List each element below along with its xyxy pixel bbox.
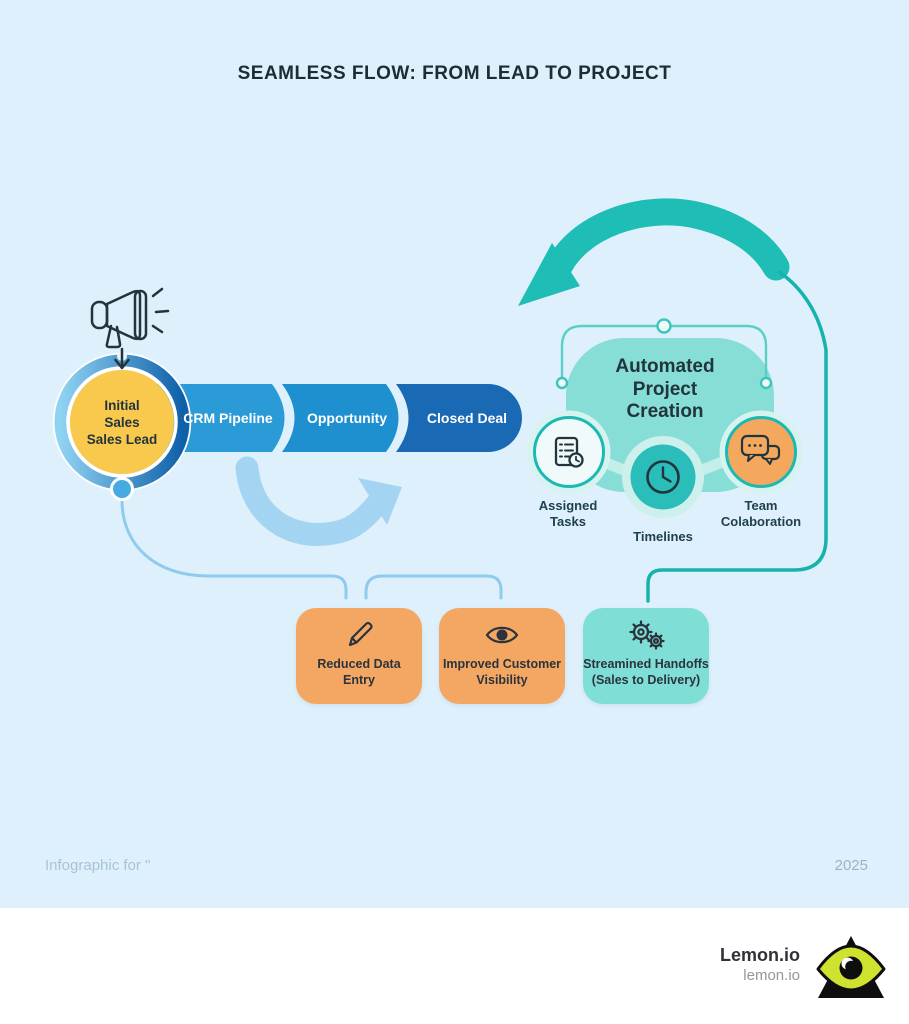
- footer-caption: Infographic for ": [45, 857, 151, 874]
- lead-label-line: Initial: [104, 398, 140, 413]
- benefit-line: Entry: [343, 672, 375, 687]
- clock-icon: [646, 460, 680, 494]
- footer-year: 2025: [834, 857, 868, 874]
- benefit-line: Improved Customer: [442, 657, 562, 671]
- node-dot: [656, 318, 672, 334]
- megaphone-icon: [90, 287, 170, 349]
- benefit-card-streamlined-handoffs: Streamined Handoffs (Sales to Delivery): [583, 608, 709, 704]
- task-list-icon: [554, 436, 584, 468]
- feature-label-team: Team: [744, 498, 778, 513]
- benefit-line: Streamined Handoffs: [583, 657, 709, 671]
- lead-label-line: Sales Lead: [86, 432, 158, 447]
- lead-to-benefits-connector: [120, 498, 503, 600]
- pencil-icon: [348, 621, 373, 647]
- pipeline-stage-label-opportunity: Opportunity: [306, 410, 388, 426]
- automation-node-arc: [555, 318, 773, 390]
- node-dot: [759, 376, 773, 390]
- feature-label-assigned: Tasks: [550, 514, 586, 529]
- brand-name: Lemon.io: [720, 945, 800, 965]
- pipeline-stage-label-crm: CRM Pipeline: [183, 410, 273, 426]
- eye-icon: [485, 626, 519, 644]
- feature-label-assigned: Assigned: [538, 498, 598, 513]
- lead-label-line: Sales: [104, 415, 140, 430]
- chat-bubbles-icon: [740, 434, 781, 465]
- feature-circle-assigned-tasks: [527, 410, 611, 494]
- cycle-to-handoffs-connector: [646, 270, 828, 603]
- feature-label-timelines: Timelines: [633, 529, 693, 544]
- feature-circle-team-collaboration: [719, 410, 803, 494]
- brand-band: Lemon.io lemon.io: [0, 908, 909, 1024]
- brand-handle: lemon.io: [743, 967, 800, 984]
- node-dot: [555, 376, 569, 390]
- down-arrow-icon: [114, 347, 130, 370]
- lead-bottom-dot: [110, 477, 134, 501]
- benefit-line: Reduced Data: [317, 657, 401, 671]
- feature-circle-timelines: [622, 436, 704, 518]
- benefit-line: (Sales to Delivery): [591, 672, 701, 687]
- benefit-card-reduced-data-entry: Reduced Data Entry: [296, 608, 422, 704]
- feature-label-team: Colaboration: [720, 514, 802, 529]
- pipeline-segment-closed-deal: [396, 384, 522, 452]
- page-title: SEAMLESS FLOW: FROM LEAD TO PROJECT: [237, 63, 672, 84]
- benefit-card-customer-visibility: Improved Customer Visibility: [439, 608, 565, 704]
- benefit-line: Visibility: [476, 672, 528, 687]
- brand-text: Lemon.io lemon.io: [720, 944, 800, 985]
- swoosh-arrow-icon: [235, 456, 402, 546]
- automation-title-line: Creation: [626, 401, 704, 422]
- automation-title-line: Project: [632, 379, 698, 400]
- pipeline-segment-opportunity: [282, 384, 399, 452]
- pipeline-stage-label-closed-deal: Closed Deal: [426, 410, 508, 426]
- automation-title-line: Automated: [615, 356, 715, 377]
- gears-icon: [629, 620, 665, 650]
- cycle-arrow-icon: [518, 198, 790, 306]
- lemon-io-logo-icon: [816, 936, 886, 998]
